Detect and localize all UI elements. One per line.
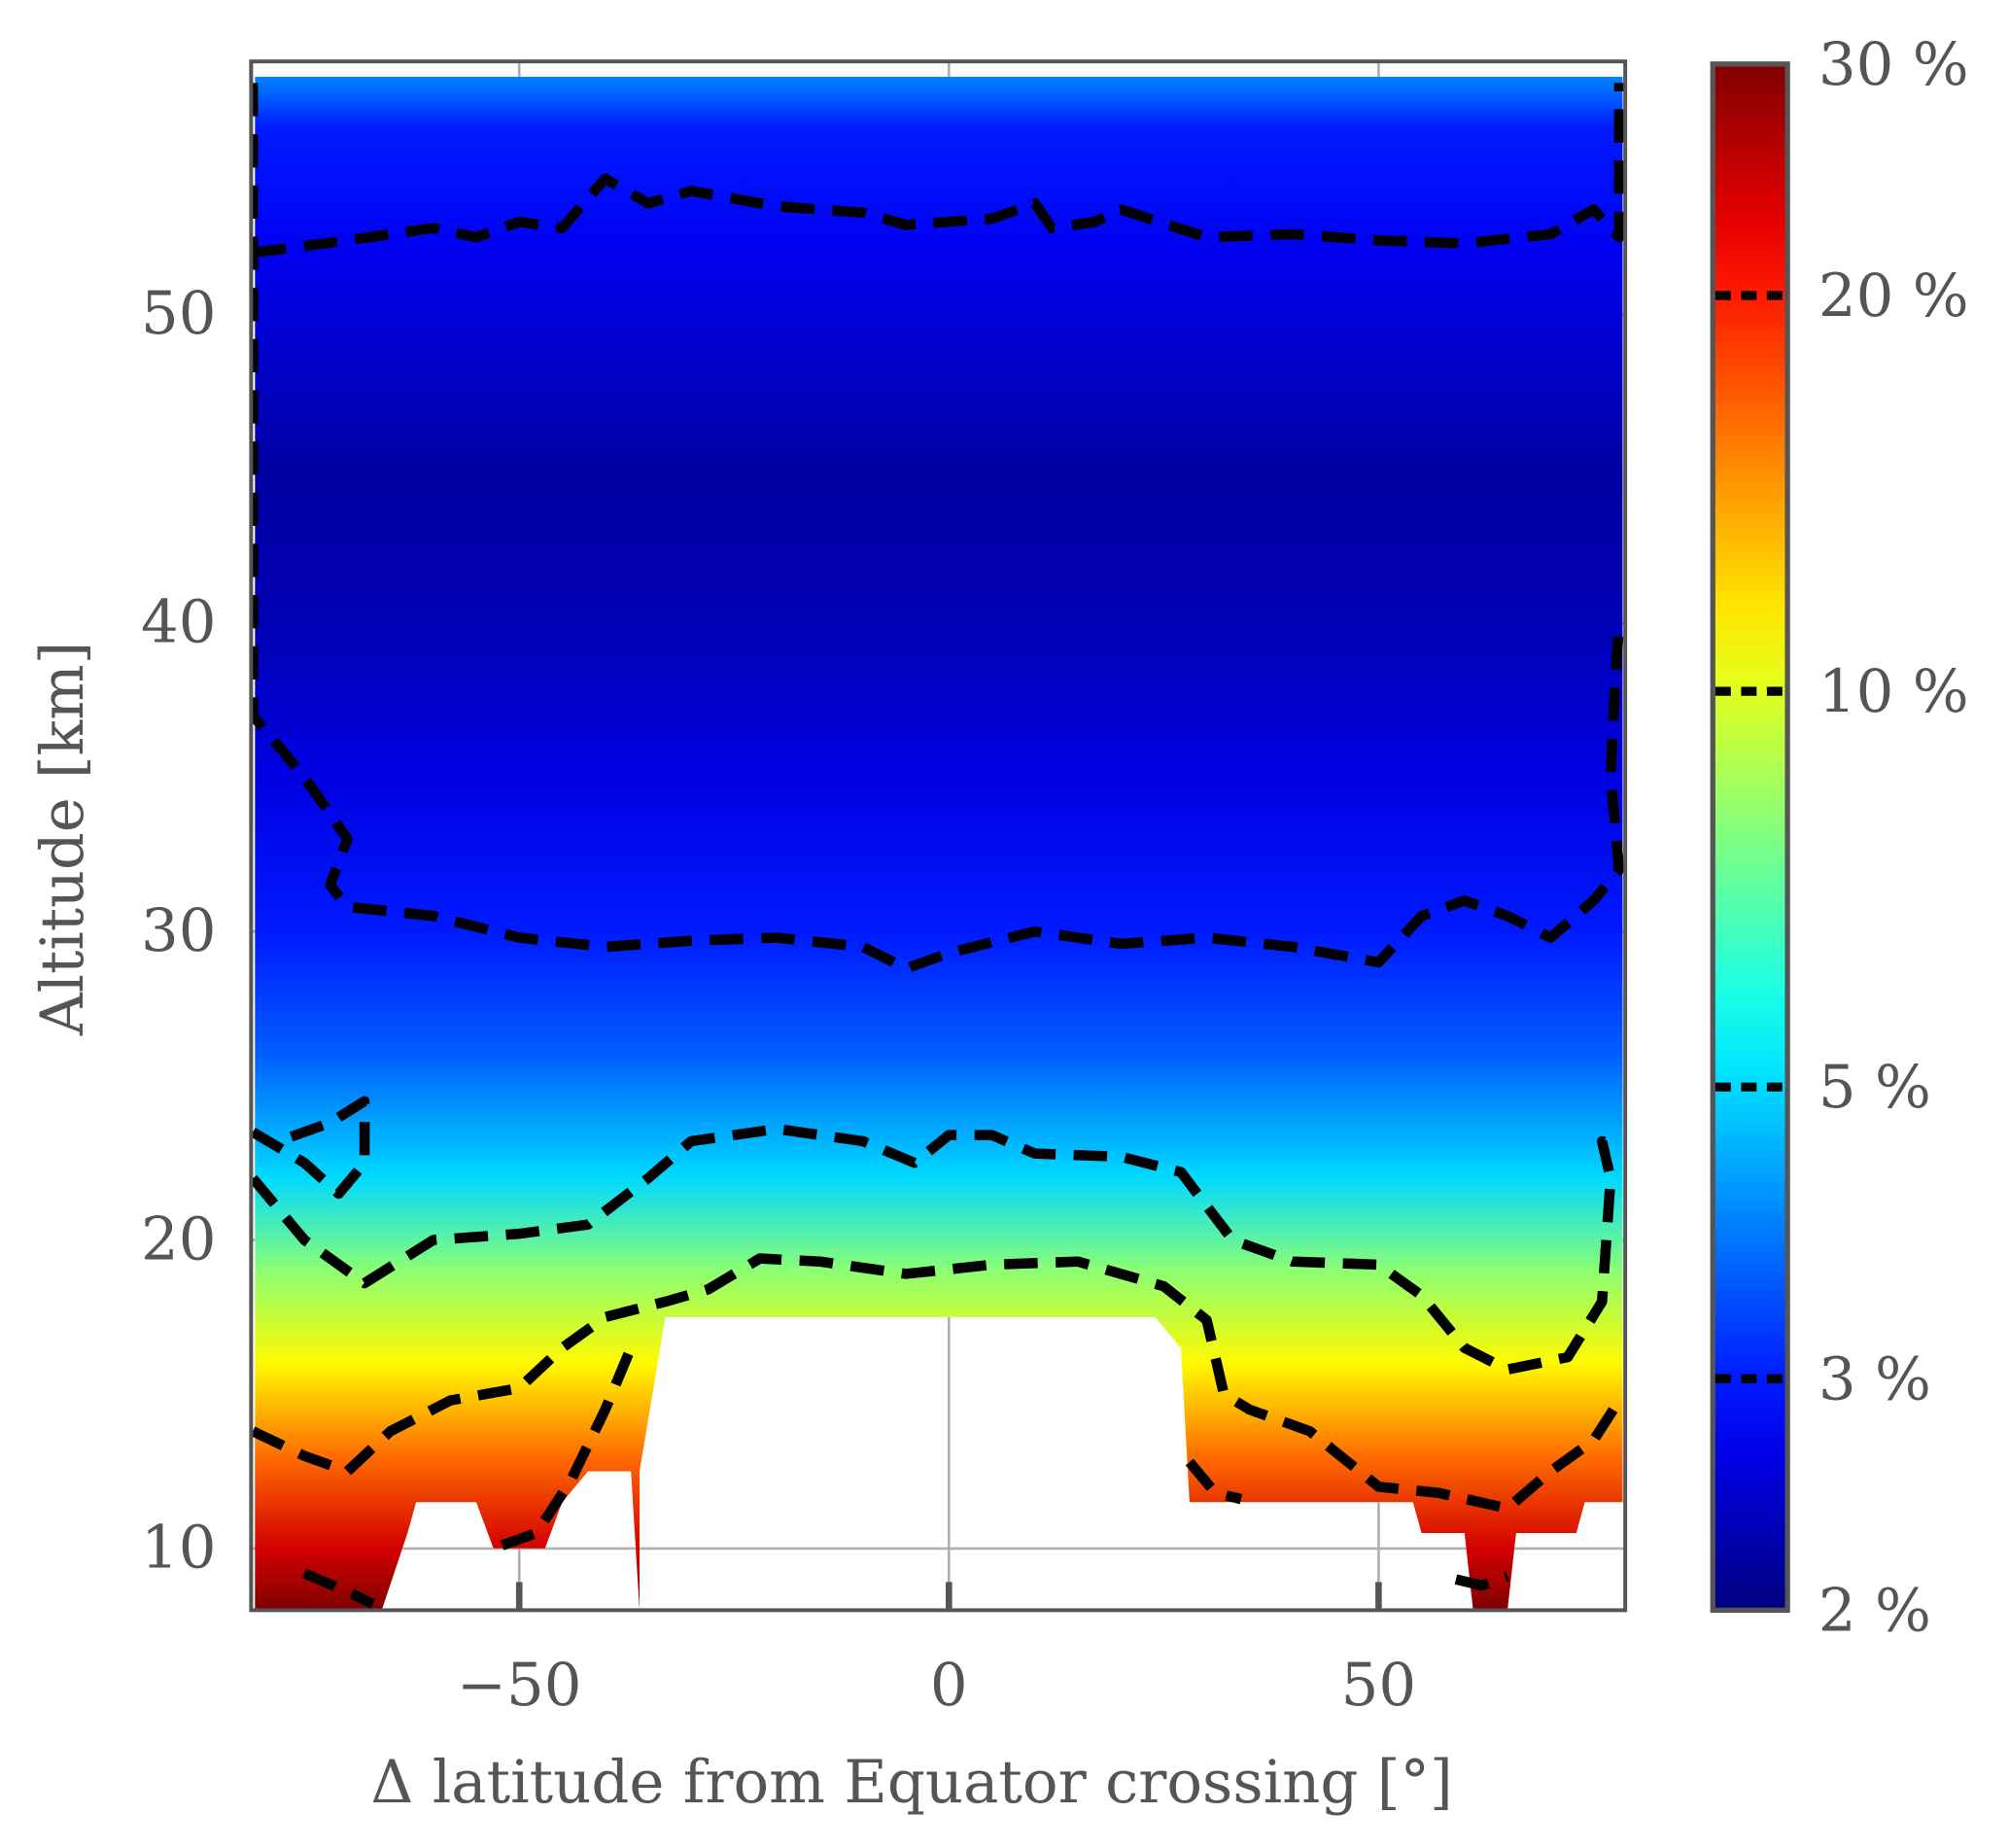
colorbar-tick-label: 5 %: [1818, 1054, 1931, 1122]
colorbar: [1710, 61, 1790, 1613]
contour-line-3pct: [252, 83, 1625, 259]
colorbar-tick-label: 10 %: [1818, 658, 1969, 726]
colorbar-tick-label: 3 %: [1818, 1345, 1931, 1413]
contour-line-20pct: [500, 1345, 637, 1551]
colorbar-tick-label: 20 %: [1818, 262, 1969, 331]
contour-line-20pct: [1185, 1458, 1243, 1505]
x-tick-label: 0: [930, 1652, 968, 1720]
x-axis-label: Δ latitude from Equator crossing [°]: [370, 1749, 1452, 1817]
colorbar-ticks: 2 % 3 % 5 % 10 % 20 % 30 %: [1715, 31, 1969, 1645]
contour-line-10pct: [251, 1253, 1624, 1514]
contour-lines: [251, 83, 1625, 1609]
y-tick-label: 20: [141, 1205, 217, 1273]
y-tick-label: 40: [141, 589, 217, 657]
y-axis-label: Altitude [km]: [29, 642, 97, 1036]
contour-line-5pct: [251, 1124, 1621, 1376]
colorbar-tick-label: 30 %: [1818, 31, 1969, 99]
colorbar-tick-label: 2 %: [1818, 1578, 1931, 1646]
missing-data-region: [381, 1471, 641, 1611]
plot-frame: [249, 59, 1628, 1613]
contour-line-3pct: [251, 83, 1625, 974]
contour-line-20pct: [302, 1568, 376, 1609]
x-tick-label: −50: [457, 1652, 582, 1720]
contour-line-5pct: [251, 1096, 370, 1200]
y-tick-label: 50: [141, 280, 217, 348]
y-tick-label: 10: [141, 1515, 217, 1583]
y-tick-label: 30: [141, 897, 217, 965]
x-tick-label: 50: [1341, 1652, 1417, 1720]
contour-line-20pct: [1454, 1571, 1509, 1591]
axis-ticks: −50 0 50 10 20 30 40 50: [141, 280, 1416, 1719]
